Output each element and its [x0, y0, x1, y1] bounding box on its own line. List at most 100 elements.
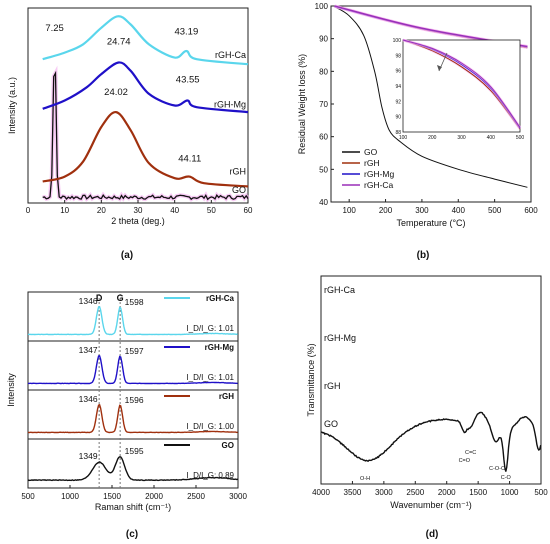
inset-line-rgh-ca — [402, 39, 521, 128]
peak-label: 7.25 — [45, 23, 64, 34]
series-name-label: rGH — [230, 167, 247, 177]
x-tick-label: 3500 — [344, 488, 362, 497]
inset-x-tick-label: 200 — [428, 135, 437, 141]
series-name-label: rGH-Ca — [215, 50, 246, 60]
legend-label: rGH-Ca — [364, 180, 394, 190]
x-tick-label: 4000 — [312, 488, 330, 497]
inset-y-tick-label: 92 — [395, 99, 401, 105]
panel-d: rGH-Ca rGH-Mg rGH GO O-H C=O C=C C-O-C C-O 4000 35… — [306, 276, 548, 540]
peak-label: 24.74 — [107, 36, 131, 47]
x-tick-label: 2000 — [438, 488, 456, 497]
inset-arrow-head — [437, 65, 442, 71]
x-tick-label: 500 — [534, 488, 548, 497]
x-tick-label: 1000 — [61, 492, 79, 501]
x-tick-label: 1500 — [469, 488, 487, 497]
panel-caption-a: (a) — [121, 250, 133, 261]
inset-y-tick-label: 96 — [395, 69, 401, 75]
inset-x-tick-label: 300 — [457, 135, 466, 141]
panel-caption-c: (c) — [126, 529, 138, 540]
x-tick-label: 1000 — [501, 488, 519, 497]
series-glow-go — [42, 65, 250, 203]
g-peak-label: 1596 — [125, 395, 144, 405]
x-tick-label: 2500 — [187, 492, 205, 501]
x-tick-label: 400 — [452, 206, 466, 215]
peak-label: 43.19 — [174, 26, 198, 37]
series-name-label: GO — [324, 419, 338, 429]
series-name-label: rGH-Mg — [214, 100, 246, 110]
ratio-label: I_D/I_G: 0.89 — [186, 471, 234, 480]
x-tick-label: 60 — [244, 206, 253, 215]
band-label-g: G — [117, 293, 124, 303]
x-tick-label: 600 — [524, 206, 538, 215]
y-axis-label: Intensity (a.u.) — [7, 77, 17, 134]
legend-label: rGH-Mg — [364, 169, 394, 179]
ratio-label: I_D/I_G: 1.00 — [186, 422, 234, 431]
inset-chart: 100 200 300 400 500 88 90 92 94 96 98 100 — [393, 38, 525, 141]
x-tick-label: 1500 — [103, 492, 121, 501]
y-axis-label: Residual Weight loss (%) — [297, 54, 307, 154]
y-tick-label: 50 — [319, 165, 328, 174]
inset-y-tick-label: 98 — [395, 53, 401, 59]
x-tick-label: 100 — [343, 206, 357, 215]
inset-y-tick-label: 88 — [395, 130, 401, 136]
legend-label: GO — [222, 441, 234, 450]
peak-label: 24.02 — [104, 87, 128, 98]
x-tick-label: 500 — [21, 492, 35, 501]
ratio-label: I_D/I_G: 1.01 — [186, 373, 234, 382]
panel-caption-d: (d) — [426, 529, 439, 540]
series-line-rgh — [42, 111, 249, 188]
x-tick-label: 3000 — [229, 492, 247, 501]
ratio-label: I_D/I_G: 1.01 — [186, 324, 234, 333]
x-tick-label: 2000 — [145, 492, 163, 501]
d-peak-label: 1349 — [79, 451, 98, 461]
x-tick-label: 10 — [60, 206, 69, 215]
y-tick-label: 90 — [319, 35, 328, 44]
inset-y-tick-label: 94 — [395, 84, 401, 90]
series-line-rgh-mg — [42, 61, 249, 114]
x-tick-label: 20 — [97, 206, 106, 215]
x-axis-label: Raman shift (cm⁻¹) — [95, 502, 171, 512]
band-label-d: D — [96, 293, 103, 303]
band-annotation: C-O — [501, 475, 512, 481]
ftir-line-go — [320, 411, 542, 472]
g-peak-label: 1598 — [125, 297, 144, 307]
g-peak-label: 1597 — [125, 346, 144, 356]
inset-x-tick-label: 100 — [399, 135, 408, 141]
y-tick-label: 80 — [319, 67, 328, 76]
inset-x-tick-label: 500 — [516, 135, 525, 141]
raman-line-go — [27, 456, 238, 482]
series-line-go — [334, 6, 528, 188]
series-line-go — [42, 70, 249, 201]
band-annotation: C-O-C — [489, 466, 505, 472]
series-name-label: rGH-Ca — [324, 285, 355, 295]
x-tick-label: 50 — [207, 206, 216, 215]
x-tick-label: 500 — [488, 206, 502, 215]
series-name-label: GO — [232, 185, 246, 195]
series-name-label: rGH-Mg — [324, 333, 356, 343]
x-tick-label: 0 — [26, 206, 31, 215]
peak-label: 44.11 — [178, 154, 201, 165]
x-tick-label: 3000 — [375, 488, 393, 497]
peak-label: 43.55 — [176, 74, 200, 85]
series-name-label: rGH — [324, 381, 341, 391]
raman-line-rgh — [27, 403, 238, 434]
x-tick-label: 200 — [379, 206, 393, 215]
g-peak-label: 1595 — [125, 446, 144, 456]
legend-label: rGH-Ca — [206, 294, 235, 303]
x-tick-label: 300 — [415, 206, 429, 215]
y-tick-label: 40 — [319, 198, 328, 207]
legend-label: rGH-Mg — [205, 343, 234, 352]
y-tick-label: 100 — [315, 2, 329, 11]
x-axis-label: Temperature (°C) — [396, 218, 465, 228]
d-peak-label: 1346 — [79, 394, 98, 404]
y-tick-label: 70 — [319, 100, 328, 109]
inset-frame — [402, 39, 521, 133]
x-tick-label: 40 — [170, 206, 179, 215]
y-axis-label: Intensity — [6, 373, 16, 407]
inset-y-tick-label: 100 — [393, 38, 402, 44]
x-tick-label: 30 — [134, 206, 143, 215]
inset-y-tick-label: 90 — [395, 115, 401, 121]
d-peak-label: 1346 — [79, 296, 98, 306]
raman-line-rgh-mg — [27, 355, 238, 385]
